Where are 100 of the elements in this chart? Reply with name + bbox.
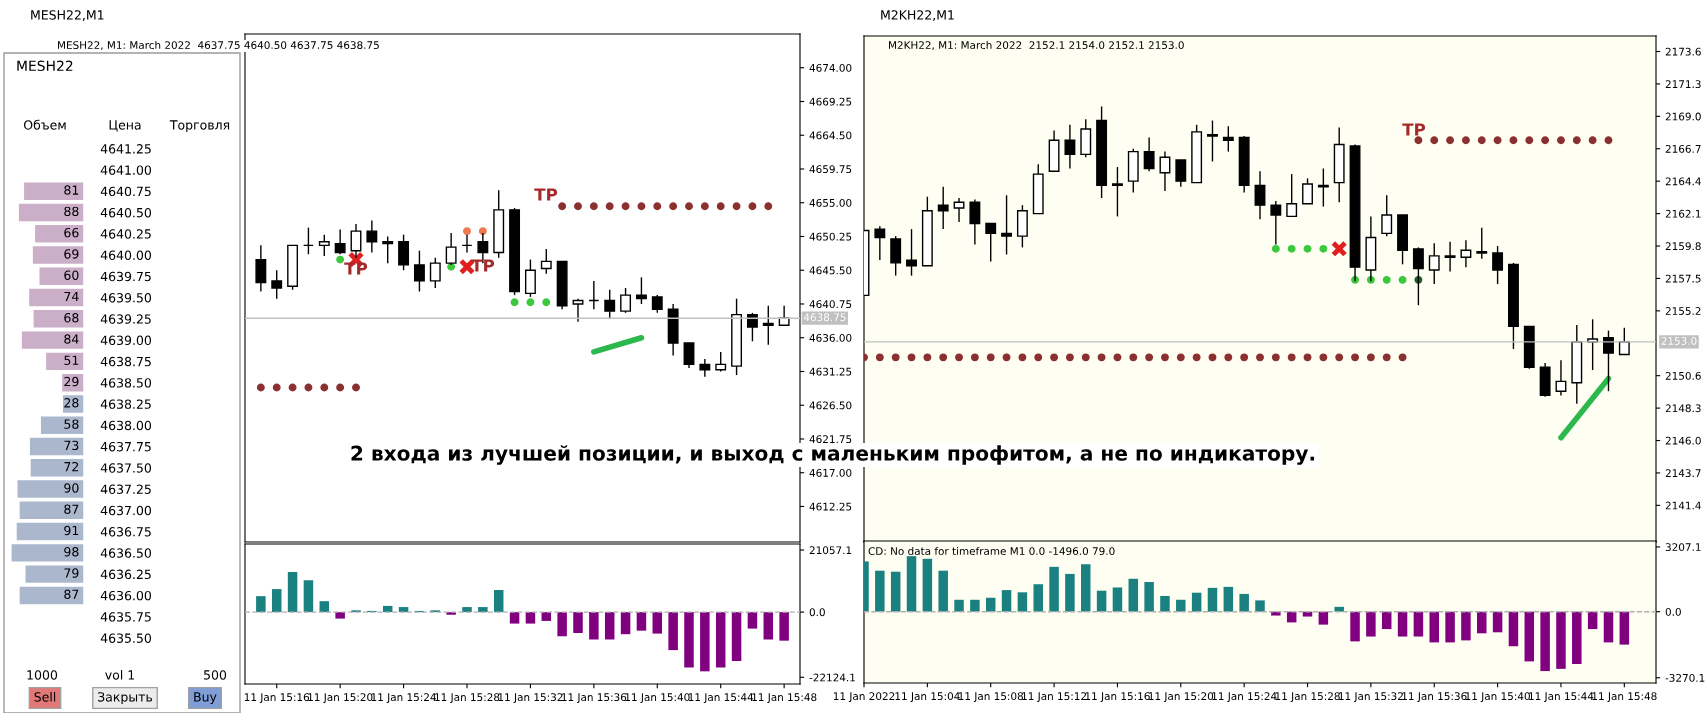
text: MESH22,M1 bbox=[31, 10, 104, 21]
y-tick-label: 4639.25 bbox=[100, 314, 151, 324]
y-tick-label: 21057.1 bbox=[809, 546, 852, 555]
y-tick-label: 4621.75 bbox=[809, 435, 852, 444]
data-label: 72 bbox=[64, 461, 79, 472]
text: 500 bbox=[204, 670, 227, 680]
data-label: 66 bbox=[64, 227, 79, 238]
y-tick-label: 4645.50 bbox=[809, 266, 852, 275]
y-tick-label: 4641.25 bbox=[100, 144, 151, 154]
y-tick-label: 4637.00 bbox=[100, 505, 152, 516]
y-tick-label: 4612.25 bbox=[809, 502, 852, 511]
y-tick-label: 2169.0 bbox=[1665, 112, 1701, 121]
y-tick-label: 4637.75 bbox=[100, 441, 151, 452]
x-tick-label: 11 Jan 15:24 bbox=[371, 693, 436, 704]
y-tick-label: 4637.25 bbox=[100, 484, 151, 494]
x-tick-label: 11 Jan 15:12 bbox=[1022, 692, 1087, 703]
data-label: 74 bbox=[64, 291, 79, 302]
x-tick-label: 11 Jan 15:36 bbox=[562, 693, 627, 704]
y-tick-label: 4659.75 bbox=[809, 165, 852, 174]
y-tick-label: -3270.1 bbox=[1665, 673, 1705, 682]
y-tick-label: 2143.7 bbox=[1665, 469, 1701, 478]
y-tick-label: 4638.75 bbox=[100, 356, 151, 367]
y-tick-label: 4636.25 bbox=[100, 569, 151, 580]
y-tick-label: 4640.50 bbox=[100, 207, 152, 218]
text: Закрыть bbox=[97, 692, 153, 705]
y-tick-label: 4640.75 bbox=[809, 300, 852, 309]
y-tick-label: 4636.50 bbox=[100, 548, 152, 558]
data-label: 81 bbox=[64, 185, 79, 195]
text: Торговля bbox=[169, 120, 230, 133]
y-tick-label: 0.0 bbox=[809, 608, 825, 617]
ref-line-label: 2153.0 bbox=[1661, 337, 1697, 345]
y-tick-label: 4650.25 bbox=[809, 232, 852, 241]
x-tick-label: 11 Jan 15:24 bbox=[1212, 692, 1277, 703]
x-tick-label: 11 Jan 15:16 bbox=[1085, 692, 1150, 703]
y-tick-label: 2148.3 bbox=[1665, 404, 1701, 413]
data-label: 98 bbox=[64, 547, 79, 557]
data-label: 58 bbox=[64, 419, 79, 429]
y-tick-label: 4635.75 bbox=[100, 612, 151, 622]
y-tick-label: 4631.25 bbox=[809, 367, 852, 376]
y-tick-label: 2150.6 bbox=[1665, 371, 1701, 380]
y-tick-label: 4639.00 bbox=[100, 335, 152, 346]
x-tick-label: 11 Jan 2022 bbox=[833, 692, 895, 703]
data-label: 69 bbox=[64, 249, 79, 259]
x-tick-label: 11 Jan 15:32 bbox=[1339, 692, 1403, 703]
data-label: 84 bbox=[64, 334, 79, 344]
x-tick-label: 11 Jan 15:20 bbox=[1148, 692, 1214, 703]
y-tick-label: 4637.50 bbox=[100, 463, 152, 473]
y-tick-label: 2159.8 bbox=[1665, 242, 1701, 251]
annotation: TP bbox=[471, 259, 495, 272]
y-tick-label: 4636.75 bbox=[100, 527, 151, 537]
data-label: 60 bbox=[64, 270, 79, 280]
data-label: 73 bbox=[64, 440, 79, 451]
data-label: 29 bbox=[64, 376, 79, 387]
y-tick-label: 4664.50 bbox=[809, 131, 852, 140]
data-label: 91 bbox=[64, 525, 79, 536]
y-tick-label: 3207.1 bbox=[1665, 543, 1701, 552]
text: Sell bbox=[34, 691, 56, 702]
y-tick-label: 4638.00 bbox=[100, 420, 152, 431]
x-tick-label: 11 Jan 15:48 bbox=[1592, 692, 1657, 703]
y-tick-label: 4640.75 bbox=[100, 186, 151, 197]
y-tick-label: 4655.00 bbox=[809, 198, 852, 207]
y-tick-label: 4636.00 bbox=[100, 590, 152, 601]
annotation: TP bbox=[1402, 123, 1426, 136]
data-label: 79 bbox=[64, 568, 79, 578]
x-tick-label: 11 Jan 15:04 bbox=[895, 692, 960, 703]
x-tick-label: 11 Jan 15:48 bbox=[752, 693, 817, 704]
x-tick-label: 11 Jan 15:32 bbox=[498, 693, 563, 704]
text: MESH22, M1: March 2022 4637.75 4640.50 4637.75 4638.75 bbox=[58, 40, 379, 51]
y-tick-label: 0.0 bbox=[1665, 607, 1681, 616]
y-tick-label: 2141.4 bbox=[1665, 501, 1701, 510]
annotation: TP bbox=[344, 262, 368, 275]
text: 1000 bbox=[27, 670, 58, 680]
y-tick-label: 2146.0 bbox=[1665, 436, 1701, 445]
y-tick-label: 2155.2 bbox=[1665, 307, 1701, 315]
y-tick-label: 4636.00 bbox=[809, 333, 852, 342]
data-label: 88 bbox=[64, 206, 79, 217]
y-tick-label: 4639.75 bbox=[100, 271, 151, 282]
x-tick-label: 11 Jan 15:28 bbox=[435, 693, 500, 704]
y-tick-label: 2164.4 bbox=[1665, 177, 1701, 186]
chart-title: M2KH22, M1: March 2022 2152.1 2154.0 2152.1 2153.0 bbox=[889, 40, 1184, 51]
x-tick-label: 11 Jan 15:40 bbox=[625, 693, 690, 704]
y-tick-label: 4641.00 bbox=[100, 165, 152, 175]
y-tick-label: 4640.00 bbox=[100, 250, 152, 260]
data-label: 51 bbox=[64, 355, 79, 366]
data-label: 68 bbox=[64, 313, 79, 323]
y-tick-label: 4635.50 bbox=[100, 633, 152, 643]
data-label: 90 bbox=[64, 483, 79, 493]
data-label: 87 bbox=[64, 504, 79, 514]
y-tick-label: 2166.7 bbox=[1665, 144, 1701, 153]
y-tick-label: 4639.50 bbox=[100, 293, 152, 303]
y-tick-label: 4638.25 bbox=[100, 399, 151, 409]
text: M2KH22,M1 bbox=[881, 10, 954, 21]
annotation: 2 входа из лучшей позиции, и выход с маленьким профитом, а не по индикатору. bbox=[351, 445, 1315, 465]
x-tick-label: 11 Jan 15:08 bbox=[958, 692, 1023, 703]
y-tick-label: 4669.25 bbox=[809, 97, 852, 106]
y-tick-label: 2173.6 bbox=[1665, 47, 1701, 56]
text: Объем bbox=[23, 119, 66, 130]
y-tick-label: 2171.3 bbox=[1665, 80, 1701, 89]
x-tick-label: 11 Jan 15:16 bbox=[244, 693, 310, 704]
text: Цена bbox=[109, 120, 141, 132]
